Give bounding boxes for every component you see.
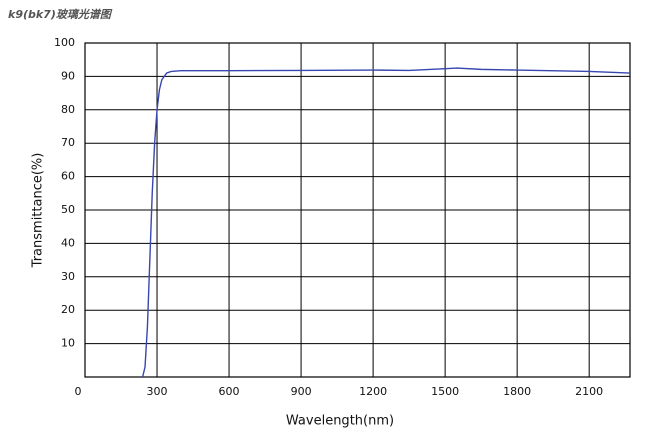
y-tick-label: 40 <box>61 236 75 249</box>
y-tick-label: 50 <box>61 203 75 216</box>
data-line <box>141 67 631 378</box>
x-tick-label: 2100 <box>575 385 603 398</box>
y-tick-label: 20 <box>61 303 75 316</box>
x-tick-label: 1500 <box>431 385 459 398</box>
x-tick-label: 300 <box>147 385 168 398</box>
y-tick-label: 80 <box>61 103 75 116</box>
x-tick-label: 600 <box>219 385 240 398</box>
x-tick-label: 900 <box>291 385 312 398</box>
y-tick-label: 30 <box>61 270 75 283</box>
x-tick-label: 0 <box>75 385 82 398</box>
y-axis-label: Transmittance(%) <box>31 153 46 269</box>
x-tick-label: 1200 <box>359 385 387 398</box>
chart-title: k9(bk7)玻璃光谱图 <box>8 8 113 21</box>
y-tick-label: 60 <box>61 170 75 183</box>
y-tick-label: 90 <box>61 69 75 82</box>
x-axis-label: Wavelength(nm) <box>286 414 394 429</box>
y-tick-label: 70 <box>61 136 75 149</box>
x-tick-label: 1800 <box>503 385 531 398</box>
y-tick-label: 100 <box>54 36 75 49</box>
y-tick-label: 10 <box>61 337 75 350</box>
